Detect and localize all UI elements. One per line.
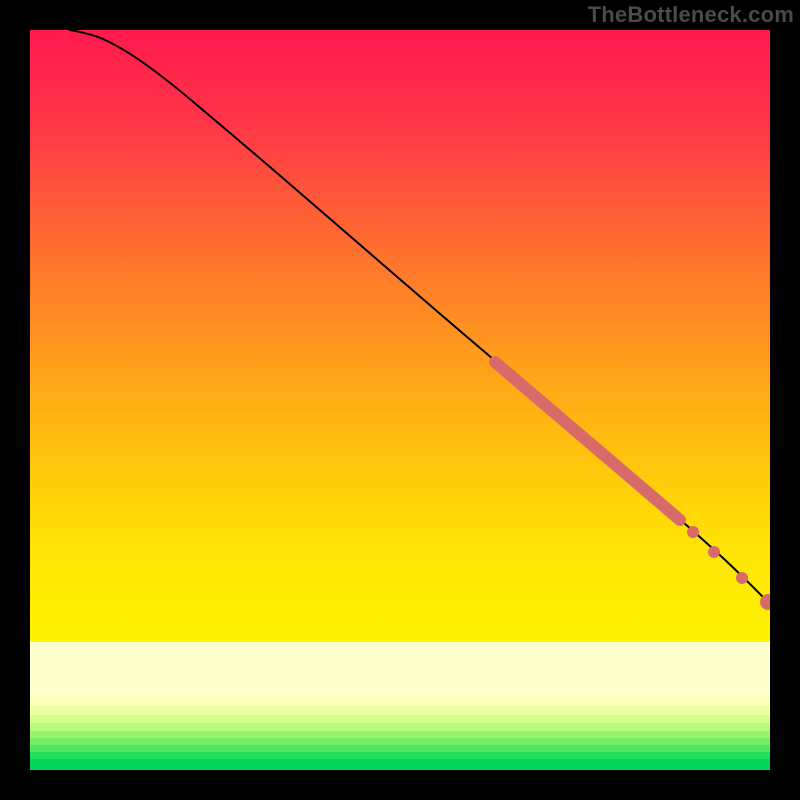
chart-overlay-svg xyxy=(30,30,770,770)
highlight-dot xyxy=(708,546,720,558)
bottleneck-curve xyxy=(70,30,768,602)
stage: TheBottleneck.com xyxy=(0,0,800,800)
watermark-text: TheBottleneck.com xyxy=(588,2,794,28)
highlight-markers xyxy=(495,362,770,610)
highlight-dot xyxy=(687,526,699,538)
highlight-segment xyxy=(495,362,680,520)
highlight-dot xyxy=(736,572,748,584)
plot-area xyxy=(30,30,770,770)
